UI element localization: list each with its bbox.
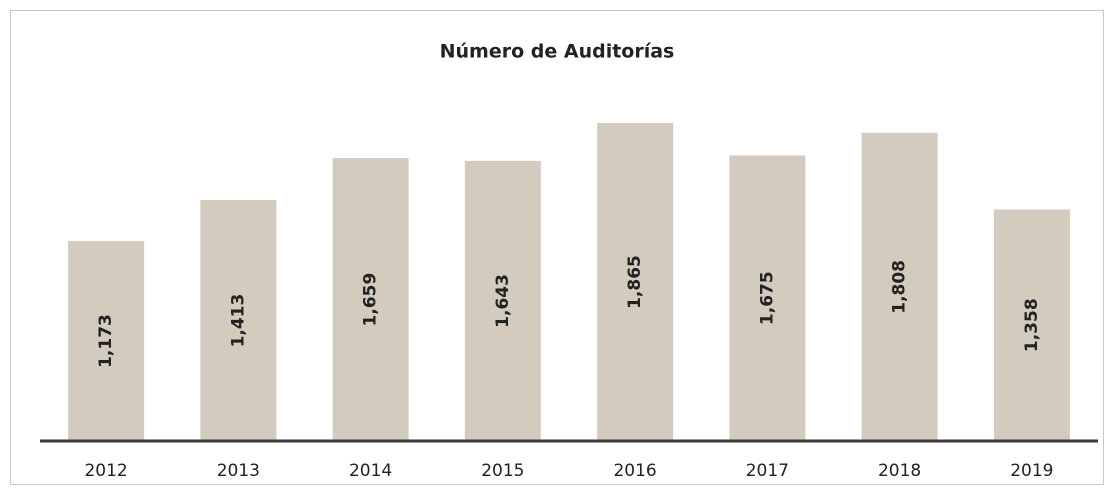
data-label: 1,643 xyxy=(493,274,513,328)
data-label: 1,675 xyxy=(757,271,777,325)
data-label: 1,659 xyxy=(361,273,381,327)
x-tick-label: 2013 xyxy=(217,461,260,481)
bar xyxy=(464,160,541,441)
bar xyxy=(597,123,674,441)
x-tick-label: 2017 xyxy=(746,461,789,481)
data-label: 1,808 xyxy=(890,260,910,314)
x-tick-label: 2014 xyxy=(349,461,392,481)
bar xyxy=(200,200,277,441)
x-tick-label: 2018 xyxy=(878,461,921,481)
x-tick-label: 2012 xyxy=(84,461,127,481)
x-tick-label: 2016 xyxy=(613,461,656,481)
bar xyxy=(68,241,145,441)
data-label: 1,865 xyxy=(625,255,645,309)
data-label: 1,413 xyxy=(228,294,248,348)
bar xyxy=(729,155,806,441)
bar xyxy=(332,158,409,441)
bar xyxy=(993,209,1070,441)
x-tick-label: 2015 xyxy=(481,461,524,481)
chart-frame xyxy=(10,10,1104,485)
x-tick-label: 2019 xyxy=(1010,461,1053,481)
bar xyxy=(861,132,938,441)
data-label: 1,358 xyxy=(1022,298,1042,352)
data-label: 1,173 xyxy=(96,314,116,368)
chart-title: Número de Auditorías xyxy=(440,41,675,63)
